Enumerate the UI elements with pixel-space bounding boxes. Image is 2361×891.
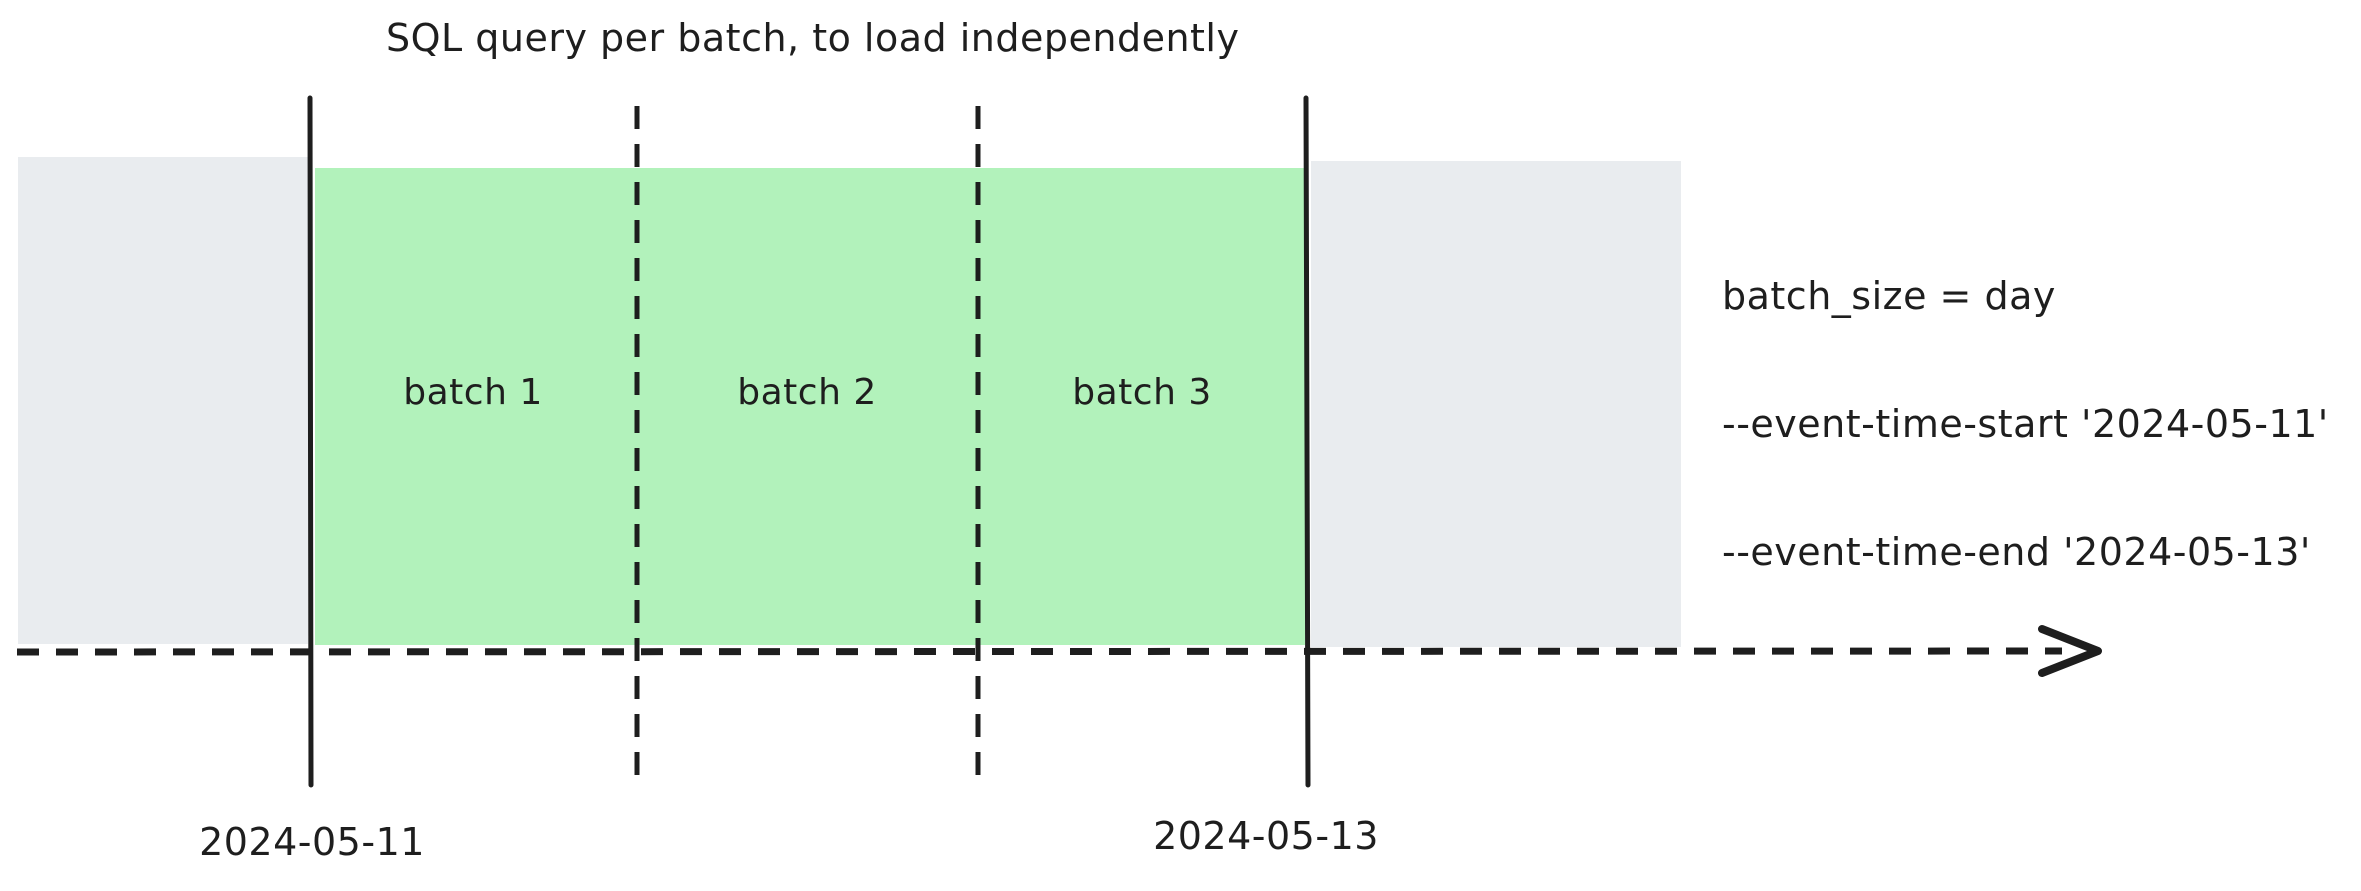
event-time-end-annotation: --event-time-end '2024-05-13' [1722, 530, 2311, 574]
batch-1-label: batch 1 [403, 372, 543, 413]
batch-2-label: batch 2 [737, 372, 877, 413]
start-boundary-line [307, 95, 314, 788]
batch-3-label: batch 3 [1072, 372, 1212, 413]
end-date-label: 2024-05-13 [1153, 814, 1379, 858]
time-axis-line [16, 647, 2063, 656]
out-of-range-right-rect [1311, 161, 1681, 647]
out-of-range-left-rect [18, 157, 308, 644]
time-axis-arrowhead-icon [2038, 625, 2102, 677]
diagram-title: SQL query per batch, to load independent… [386, 16, 1240, 60]
start-date-label: 2024-05-11 [199, 820, 425, 864]
selected-range-rect [315, 168, 1305, 645]
end-boundary-line [1303, 95, 1311, 788]
event-time-start-annotation: --event-time-start '2024-05-11' [1722, 402, 2329, 446]
batch-size-annotation: batch_size = day [1722, 274, 2056, 318]
